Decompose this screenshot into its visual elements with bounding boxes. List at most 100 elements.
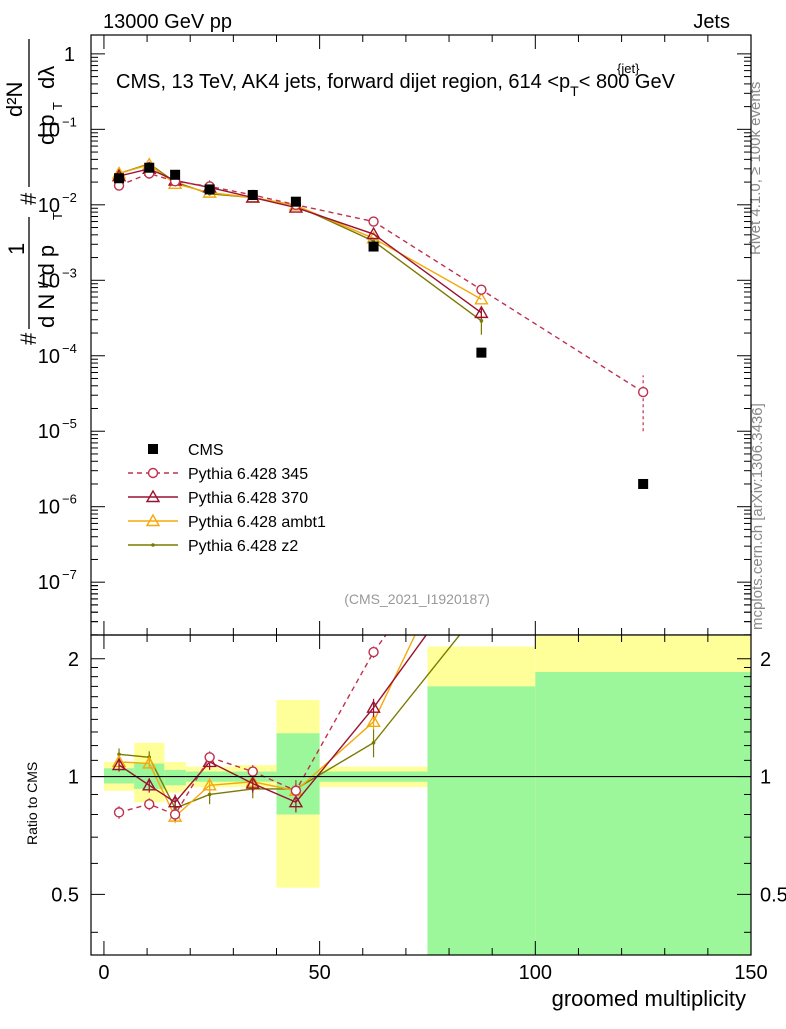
main-ylabel: # 1 d N / d p T # d²N d p T # # dλ	[0, 39, 65, 345]
legend: CMS Pythia 6.428 345 Pythia 6.428 370 Pythi…	[128, 442, 326, 555]
header-process: Jets	[693, 11, 730, 33]
legend-label: Pythia 6.428 ambt1	[188, 514, 326, 531]
ratio-point	[371, 740, 376, 745]
series-line	[118, 172, 644, 393]
main-panel: 110−110−210−310−410−510−610−7 CMS, 13 Te…	[0, 34, 752, 636]
uncertainty-band-green	[427, 686, 536, 955]
xtick-label: 150	[734, 962, 767, 984]
main-ytick-exponent: −4	[62, 341, 77, 356]
legend-label: Pythia 6.428 z2	[188, 538, 298, 555]
ratio-panel: 2 2 1 1 0.5 0.5 0 50 100 150 Ratio to CMS groome…	[24, 634, 786, 1011]
ylabel-dn-dpt: d N / d p	[34, 245, 59, 328]
cms-point	[114, 173, 125, 184]
main-ytick-exponent: −6	[62, 492, 77, 507]
ratio-point	[245, 776, 260, 789]
ratio-point	[247, 766, 258, 777]
ratio-line	[118, 635, 387, 816]
ratio-ytick-label-right: 1	[760, 767, 771, 789]
legend-label: CMS	[188, 442, 224, 459]
main-ytick-label: 10	[38, 421, 60, 443]
main-ytick-exponent: −7	[62, 567, 77, 582]
ylabel-hash-1: #	[16, 332, 41, 345]
ylabel-hash-3: #	[0, 153, 4, 162]
main-ytick-label: 1	[64, 44, 75, 66]
ratio-point	[144, 798, 155, 810]
cms-point	[144, 162, 155, 173]
main-ytick-exponent: −3	[62, 265, 77, 280]
legend-marker	[145, 489, 161, 503]
data-point	[476, 284, 487, 295]
ratio-ytick-label: 1	[68, 767, 79, 789]
data-point	[474, 291, 489, 305]
ylabel-dpt: d p	[34, 114, 59, 145]
x-axis-label: groomed multiplicity	[552, 986, 746, 1011]
ylabel-d2n: d²N	[2, 82, 27, 117]
legend-item: Pythia 6.428 345	[128, 466, 308, 483]
data-point	[479, 319, 484, 323]
plot-title-sup: {jet}	[617, 61, 640, 76]
legend-label: Pythia 6.428 345	[188, 466, 308, 483]
plot-title-end: < 800 GeV	[579, 71, 676, 93]
data-point	[637, 386, 649, 398]
ratio-point	[142, 777, 157, 791]
cms-point	[204, 184, 215, 195]
data-point	[366, 226, 381, 240]
uncertainty-band-green	[164, 769, 186, 786]
legend-item: Pythia 6.428 z2	[128, 538, 298, 555]
ratio-line	[119, 635, 416, 818]
cms-point	[476, 347, 487, 358]
main-ytick-exponent: −1	[62, 114, 77, 129]
ylabel-sub-t-2: T	[50, 102, 65, 110]
cms-point	[290, 196, 301, 207]
uncertainty-band-green	[535, 672, 751, 955]
ratio-point	[169, 809, 181, 820]
main-ytick-label: 10	[38, 119, 60, 141]
ratio-point	[207, 792, 212, 797]
cms-point	[638, 478, 649, 489]
ratio-point	[113, 807, 125, 818]
ratio-point	[288, 794, 304, 808]
ratio-ytick-label-right: 2	[760, 649, 771, 671]
plot-title-sub: T	[570, 83, 579, 99]
cms-point	[247, 189, 258, 200]
legend-label: Pythia 6.428 370	[188, 490, 308, 507]
data-point	[368, 216, 379, 227]
ratio-point	[366, 714, 381, 728]
main-ytick-exponent: −2	[62, 190, 77, 205]
uncertainty-band-green	[103, 768, 135, 784]
ratio-ytick-label: 0.5	[51, 884, 79, 906]
main-ytick-label: 10	[38, 346, 60, 368]
ratio-point	[366, 700, 381, 713]
ratio-ytick-label: 2	[68, 649, 79, 671]
legend-item: Pythia 6.428 ambt1	[128, 513, 326, 531]
plot-title: CMS, 13 TeV, AK4 jets, forward dijet reg…	[116, 71, 676, 99]
ratio-point	[202, 777, 217, 791]
data-point	[474, 305, 489, 319]
cms-point	[368, 241, 379, 252]
mcplots-credit: mcplots.cern.ch [arXiv:1306.3436]	[749, 403, 766, 630]
xtick-label: 0	[98, 962, 109, 984]
legend-marker	[147, 467, 159, 479]
legend-marker	[148, 444, 158, 454]
main-ytick-label: 10	[38, 195, 60, 217]
uncertainty-band-green	[276, 733, 320, 815]
series-line	[118, 162, 482, 322]
legend-item: CMS	[148, 442, 224, 459]
legend-item: Pythia 6.428 370	[128, 489, 308, 507]
cms-point	[170, 169, 181, 180]
ylabel-sub-t-1: T	[50, 212, 65, 220]
ratio-point	[204, 752, 215, 763]
analysis-id: (CMS_2021_I1920187)	[344, 591, 490, 607]
ratio-point	[111, 757, 127, 771]
legend-marker	[151, 543, 155, 547]
series-line	[118, 168, 482, 314]
ylabel-one: 1	[4, 243, 29, 255]
main-ytick-exponent: −5	[62, 416, 77, 431]
ylabel-hash-4: #	[0, 118, 4, 127]
main-ytick-label: 10	[38, 497, 60, 519]
ratio-point	[142, 756, 157, 769]
header-energy: 13000 GeV pp	[103, 11, 232, 33]
ratio-ylabel: Ratio to CMS	[24, 762, 40, 845]
ratio-point	[368, 646, 379, 658]
ratio-ytick-label-right: 0.5	[760, 884, 786, 906]
